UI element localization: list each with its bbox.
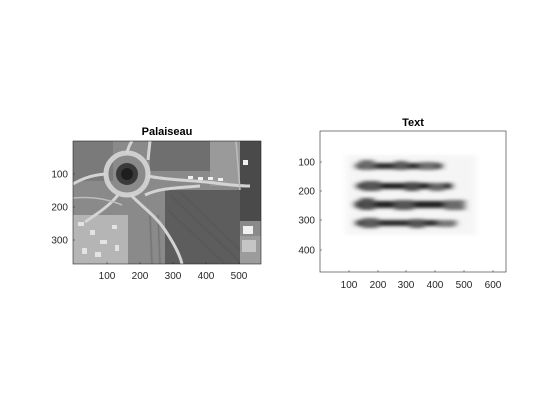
text-y-tick-labels: 100 200 300 400: [298, 158, 315, 257]
x-tick-label: 200: [370, 280, 387, 291]
blurred-text-line: [356, 220, 456, 226]
x-tick-label: 200: [132, 271, 149, 282]
y-tick-label: 200: [51, 203, 68, 214]
x-tick-label: 500: [231, 271, 248, 282]
palaiseau-x-tick-labels: 100 200 300 400 500: [99, 271, 248, 282]
x-tick-label: 400: [198, 271, 215, 282]
palaiseau-y-tick-labels: 100 200 300: [51, 170, 68, 247]
palaiseau-title: Palaiseau: [142, 126, 193, 138]
y-tick-label: 300: [51, 236, 68, 247]
palaiseau-axes-frame: [72, 140, 262, 265]
text-x-tick-labels: 100 200 300 400 500 600: [341, 280, 502, 291]
y-tick-label: 200: [298, 187, 315, 198]
x-tick-label: 500: [456, 280, 473, 291]
palaiseau-panel: Palaiseau: [51, 126, 262, 282]
text-axes-frame: [319, 130, 507, 273]
y-tick-label: 400: [298, 246, 315, 257]
text-title: Text: [402, 117, 424, 129]
y-tick-label: 100: [298, 158, 315, 169]
text-panel: Text: [298, 117, 507, 291]
blurred-text-line: [357, 183, 452, 189]
x-tick-label: 300: [165, 271, 182, 282]
palaiseau-aerial-image: [73, 141, 261, 264]
x-tick-label: 300: [398, 280, 415, 291]
y-tick-label: 300: [298, 216, 315, 227]
blurred-text-image: [320, 131, 506, 272]
x-tick-label: 100: [99, 271, 116, 282]
x-tick-label: 400: [427, 280, 444, 291]
y-tick-label: 100: [51, 170, 68, 181]
x-tick-label: 600: [485, 280, 502, 291]
x-tick-label: 100: [341, 280, 358, 291]
